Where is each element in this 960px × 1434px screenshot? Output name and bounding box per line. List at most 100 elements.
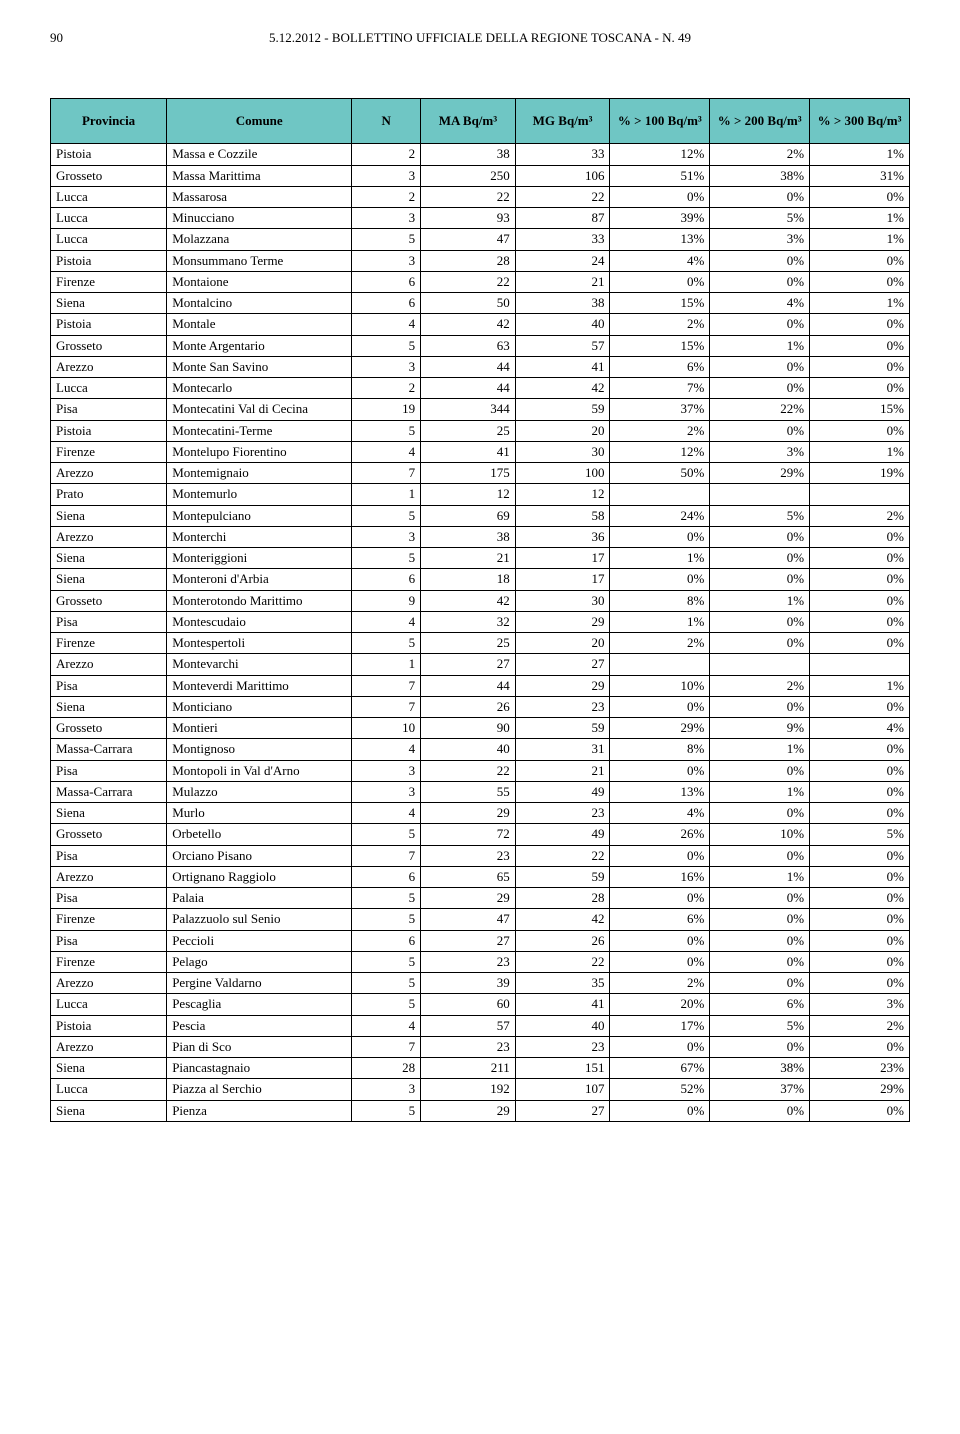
cell: 4% xyxy=(610,250,710,271)
cell: 3 xyxy=(352,760,421,781)
cell: 12 xyxy=(515,484,610,505)
cell: Grosseto xyxy=(51,335,167,356)
table-row: PistoiaMontale442402%0%0% xyxy=(51,314,910,335)
cell: 28 xyxy=(421,250,516,271)
cell: Pisa xyxy=(51,888,167,909)
cell: 3 xyxy=(352,356,421,377)
cell: Monteverdi Marittimo xyxy=(167,675,352,696)
cell: 27 xyxy=(515,654,610,675)
cell: 6 xyxy=(352,271,421,292)
table-row: GrossetoMassa Marittima325010651%38%31% xyxy=(51,165,910,186)
cell: Arezzo xyxy=(51,654,167,675)
cell: Arezzo xyxy=(51,1036,167,1057)
cell: Pistoia xyxy=(51,314,167,335)
cell: 5 xyxy=(352,420,421,441)
cell: Piazza al Serchio xyxy=(167,1079,352,1100)
col-ma: MA Bq/m³ xyxy=(421,99,516,144)
cell: 47 xyxy=(421,909,516,930)
cell: 5% xyxy=(710,1015,810,1036)
cell: 63 xyxy=(421,335,516,356)
cell: 4 xyxy=(352,1015,421,1036)
cell: 6% xyxy=(610,909,710,930)
cell: 0% xyxy=(710,909,810,930)
table-row: LuccaMolazzana5473313%3%1% xyxy=(51,229,910,250)
cell: 40 xyxy=(515,1015,610,1036)
cell: 39 xyxy=(421,973,516,994)
cell: 0% xyxy=(710,633,810,654)
table-row: SienaPienza529270%0%0% xyxy=(51,1100,910,1121)
cell: Siena xyxy=(51,505,167,526)
cell: Molazzana xyxy=(167,229,352,250)
cell: 0% xyxy=(710,845,810,866)
cell: Pescaglia xyxy=(167,994,352,1015)
cell: 5 xyxy=(352,229,421,250)
cell: Murlo xyxy=(167,803,352,824)
col-n: N xyxy=(352,99,421,144)
cell: Lucca xyxy=(51,186,167,207)
cell: 2% xyxy=(610,633,710,654)
cell: Siena xyxy=(51,1058,167,1079)
cell: 60 xyxy=(421,994,516,1015)
cell: 27 xyxy=(421,654,516,675)
cell: 57 xyxy=(421,1015,516,1036)
cell: 38% xyxy=(710,1058,810,1079)
table-row: LuccaMassarosa222220%0%0% xyxy=(51,186,910,207)
cell: 49 xyxy=(515,824,610,845)
cell: 4% xyxy=(710,293,810,314)
cell: 250 xyxy=(421,165,516,186)
cell xyxy=(710,654,810,675)
cell: 15% xyxy=(610,293,710,314)
cell: 0% xyxy=(610,888,710,909)
table-row: ArezzoMontemignaio717510050%29%19% xyxy=(51,463,910,484)
cell: 50 xyxy=(421,293,516,314)
cell: 21 xyxy=(421,548,516,569)
cell: 0% xyxy=(710,186,810,207)
cell: Montevarchi xyxy=(167,654,352,675)
cell: Pisa xyxy=(51,611,167,632)
cell: 3 xyxy=(352,1079,421,1100)
cell: 16% xyxy=(610,866,710,887)
cell: 23 xyxy=(515,696,610,717)
cell: 12 xyxy=(421,484,516,505)
cell: 3 xyxy=(352,165,421,186)
cell: 22 xyxy=(421,186,516,207)
cell xyxy=(810,654,910,675)
cell: Grosseto xyxy=(51,824,167,845)
cell: Pelago xyxy=(167,951,352,972)
cell xyxy=(810,484,910,505)
cell: 23 xyxy=(515,1036,610,1057)
cell: 7 xyxy=(352,675,421,696)
cell: 2% xyxy=(810,1015,910,1036)
data-table: Provincia Comune N MA Bq/m³ MG Bq/m³ % >… xyxy=(50,98,910,1122)
cell: 0% xyxy=(710,930,810,951)
cell: 0% xyxy=(710,548,810,569)
cell: Montepulciano xyxy=(167,505,352,526)
cell: 1% xyxy=(810,293,910,314)
table-row: LuccaMinucciano3938739%5%1% xyxy=(51,208,910,229)
cell: 0% xyxy=(810,611,910,632)
cell: 44 xyxy=(421,378,516,399)
cell: 20 xyxy=(515,633,610,654)
cell: 23% xyxy=(810,1058,910,1079)
cell: 9 xyxy=(352,590,421,611)
cell: 23 xyxy=(421,951,516,972)
table-row: PisaPeccioli627260%0%0% xyxy=(51,930,910,951)
page-header: 90 5.12.2012 - BOLLETTINO UFFICIALE DELL… xyxy=(50,30,910,48)
cell: 13% xyxy=(610,229,710,250)
cell: 7 xyxy=(352,696,421,717)
col-pct200: % > 200 Bq/m³ xyxy=(710,99,810,144)
table-row: SienaMonticiano726230%0%0% xyxy=(51,696,910,717)
cell: Monteriggioni xyxy=(167,548,352,569)
cell: Montaione xyxy=(167,271,352,292)
cell: 3 xyxy=(352,781,421,802)
cell: 1% xyxy=(610,611,710,632)
cell: Montieri xyxy=(167,718,352,739)
cell: 1 xyxy=(352,654,421,675)
cell: 8% xyxy=(610,739,710,760)
cell: Massa-Carrara xyxy=(51,739,167,760)
table-row: SienaMontalcino6503815%4%1% xyxy=(51,293,910,314)
cell: 0% xyxy=(710,760,810,781)
cell: Pienza xyxy=(167,1100,352,1121)
table-row: PistoiaPescia4574017%5%2% xyxy=(51,1015,910,1036)
cell: 0% xyxy=(710,611,810,632)
